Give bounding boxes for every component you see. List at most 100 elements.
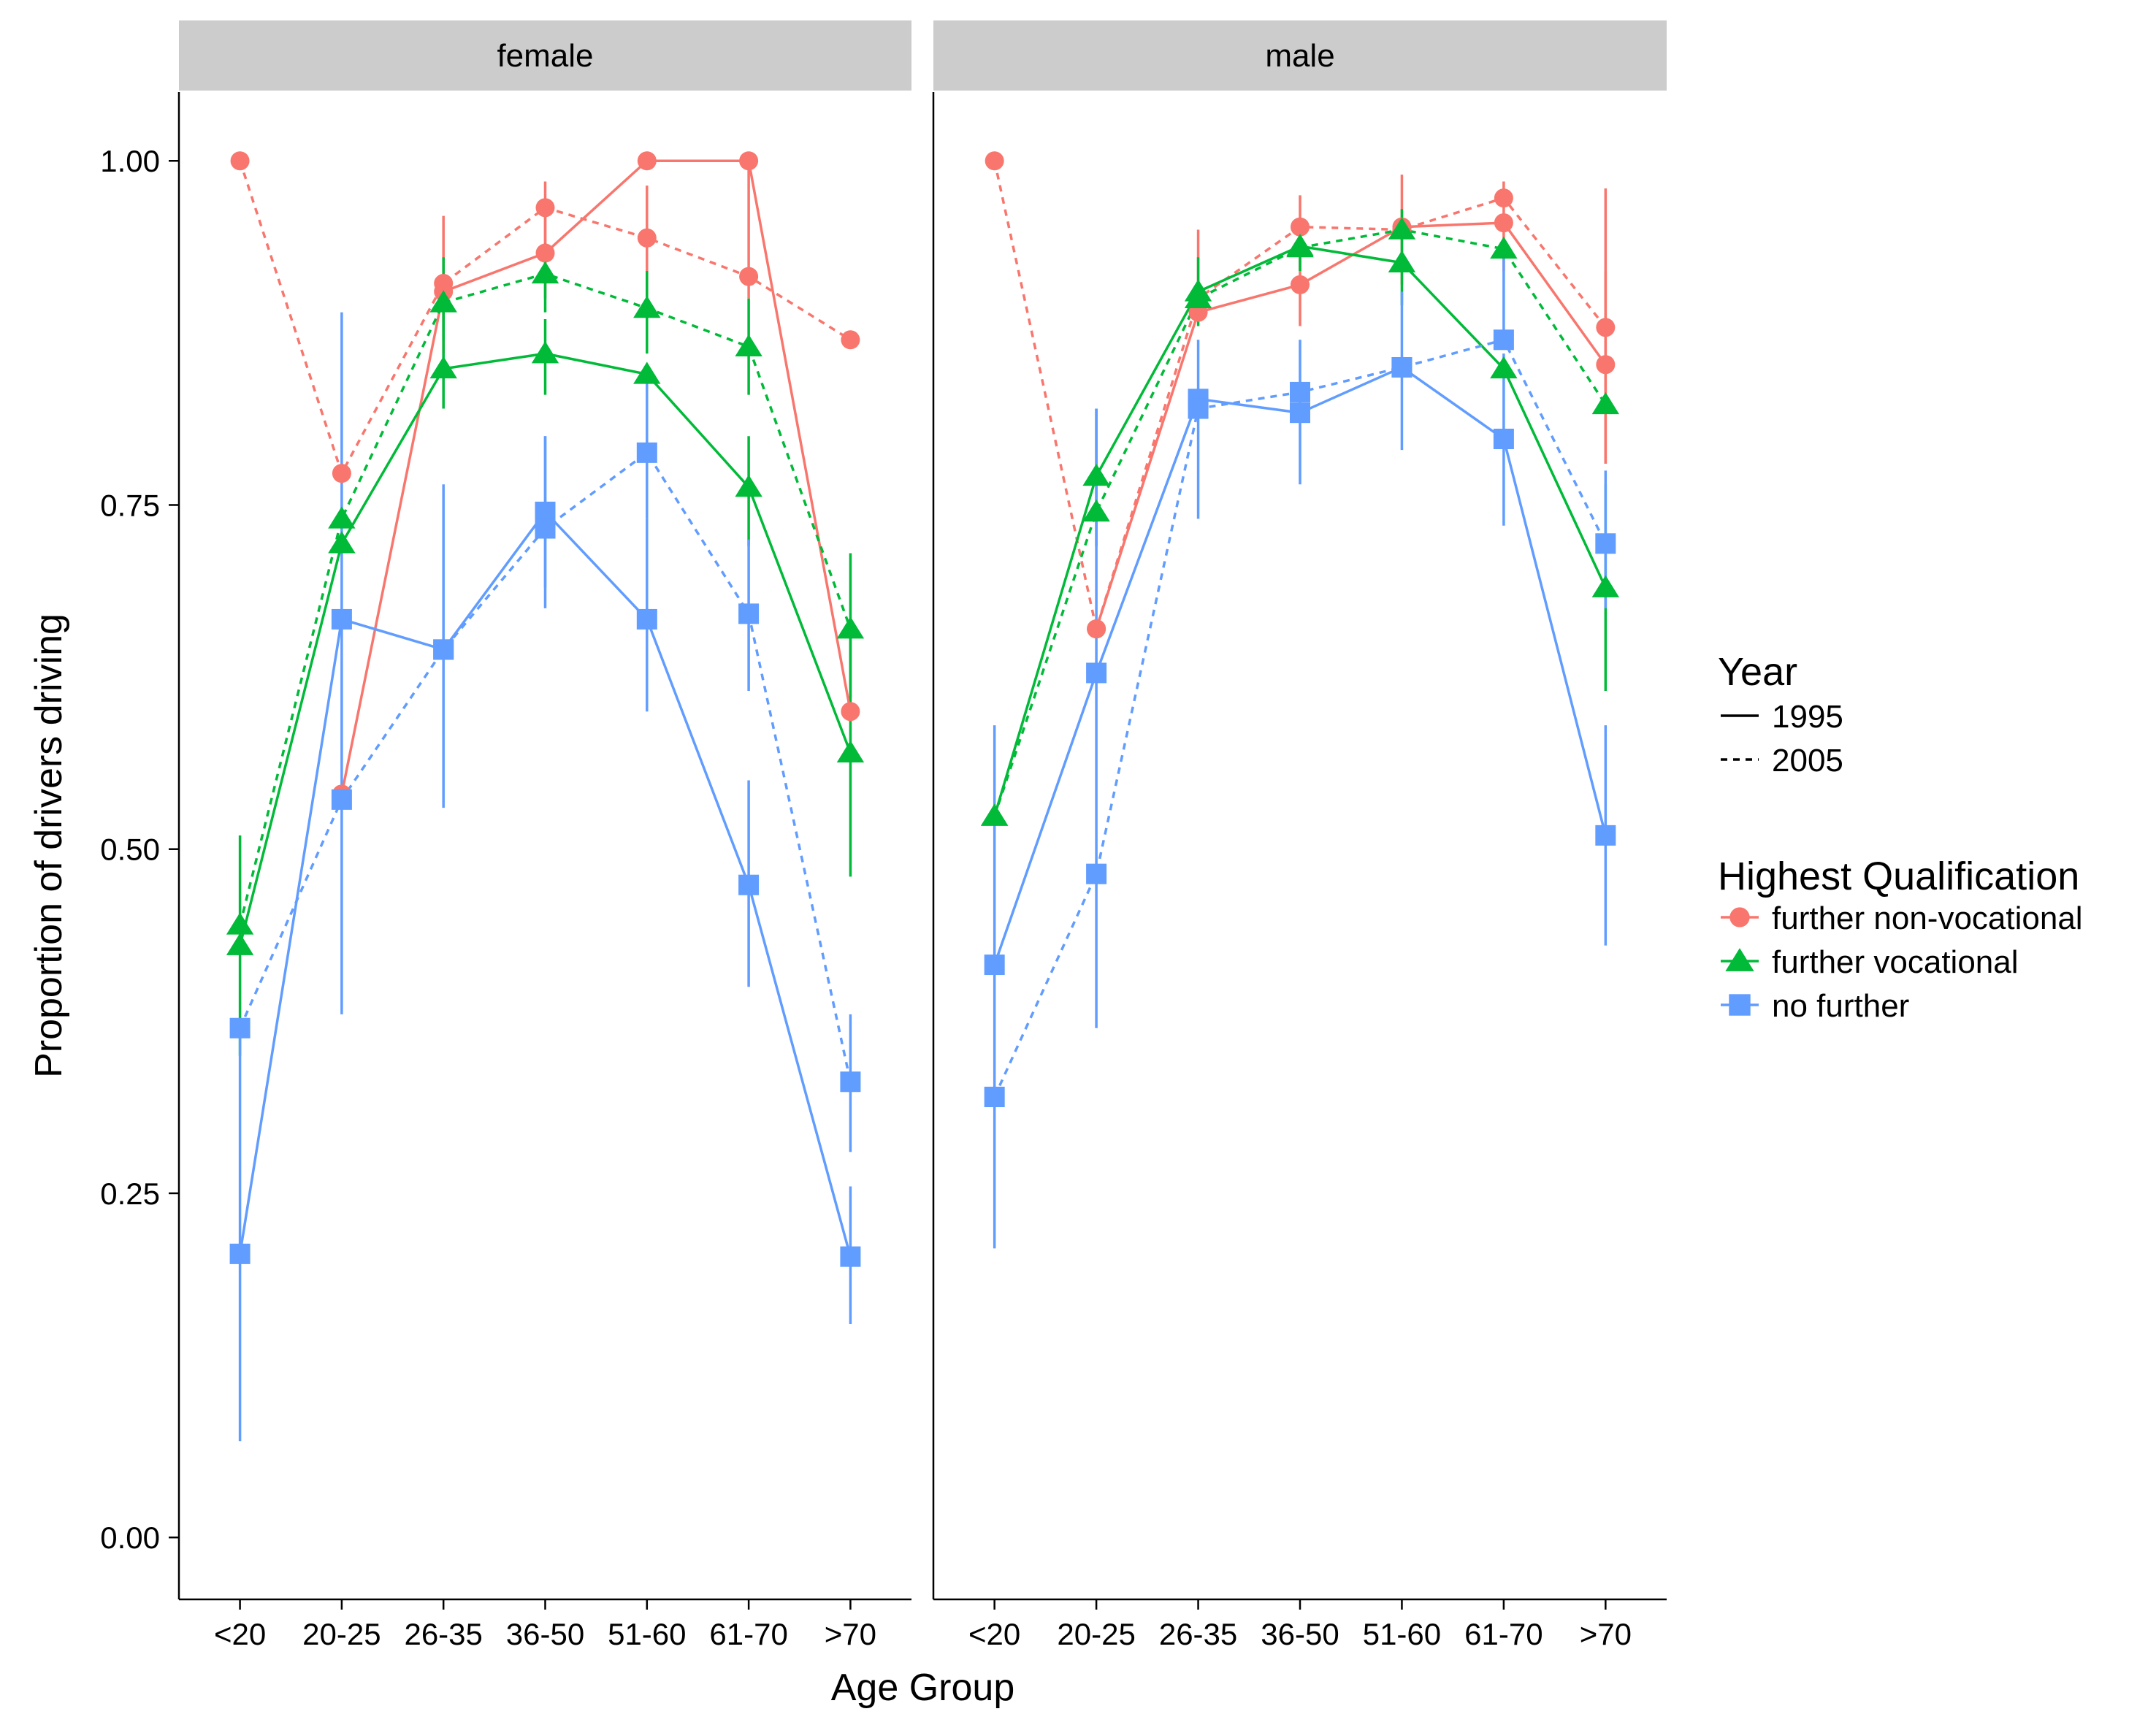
data-point — [633, 362, 661, 384]
data-point — [636, 608, 657, 630]
x-tick-label: 26-35 — [1159, 1617, 1237, 1651]
data-point — [1595, 825, 1616, 846]
y-tick-label: 0.50 — [100, 833, 160, 867]
data-point — [1291, 275, 1310, 294]
data-point — [328, 531, 356, 554]
y-tick-label: 1.00 — [100, 144, 160, 178]
data-point — [735, 474, 762, 497]
series-layer — [226, 151, 1620, 1442]
x-tick-label: 51-60 — [1363, 1617, 1441, 1651]
data-point — [1184, 286, 1212, 308]
y-axis-title: Proportion of drivers driving — [28, 613, 70, 1078]
x-tick-label: 51-60 — [608, 1617, 686, 1651]
data-point — [984, 955, 1005, 976]
data-point — [1188, 398, 1209, 419]
data-point — [1493, 429, 1514, 450]
data-point — [735, 334, 762, 356]
data-point — [332, 464, 351, 483]
x-tick-label: <20 — [968, 1617, 1020, 1651]
y-tick-label: 0.75 — [100, 488, 160, 522]
legend-label-qualification: further non-vocational — [1772, 900, 2083, 936]
data-point — [226, 912, 254, 935]
data-point — [1388, 217, 1416, 240]
x-tick-label: <20 — [214, 1617, 266, 1651]
x-tick-label: 61-70 — [1464, 1617, 1543, 1651]
data-point — [1595, 533, 1616, 554]
legend-label-qualification: no further — [1772, 988, 1909, 1024]
data-point — [1591, 391, 1620, 415]
data-point — [535, 198, 555, 218]
data-point — [226, 933, 254, 955]
legend-title-qualification: Highest Qualification — [1718, 854, 2079, 898]
data-point — [633, 295, 661, 318]
data-point — [1290, 381, 1310, 402]
data-point — [1087, 619, 1106, 639]
data-point — [1082, 463, 1110, 486]
x-tick-label: >70 — [825, 1617, 876, 1651]
data-point — [230, 151, 250, 171]
data-point — [1493, 329, 1514, 351]
facet-label-female: female — [497, 38, 593, 74]
data-point — [1290, 402, 1310, 424]
data-point — [1490, 356, 1518, 379]
data-point — [531, 261, 559, 284]
y-tick-label: 0.25 — [100, 1177, 160, 1211]
data-point — [1291, 217, 1310, 237]
y-tick-label: 0.00 — [100, 1521, 160, 1555]
x-tick-label: 26-35 — [404, 1617, 482, 1651]
legend-title-year: Year — [1718, 650, 1797, 694]
data-point — [738, 874, 760, 895]
legend-key-marker — [1729, 994, 1751, 1016]
x-tick-label: 20-25 — [302, 1617, 381, 1651]
data-point — [637, 228, 657, 248]
x-tick-label: 20-25 — [1057, 1617, 1135, 1651]
data-point — [429, 356, 457, 379]
series-line-male-1995 — [1095, 221, 1607, 630]
legend-key-marker — [1729, 907, 1750, 927]
legend-label-qualification: further vocational — [1772, 944, 2019, 980]
data-point — [1596, 318, 1616, 337]
data-point — [836, 616, 865, 639]
series-line-female-1995 — [340, 159, 852, 795]
data-point — [980, 803, 1009, 826]
data-point — [738, 603, 760, 624]
data-point — [841, 702, 860, 722]
data-point — [1082, 499, 1110, 522]
facet-panels: female male — [177, 20, 1667, 1601]
data-point — [429, 290, 457, 313]
data-point — [1391, 356, 1413, 378]
data-point — [1494, 188, 1513, 208]
data-point — [1494, 213, 1513, 233]
data-point — [1490, 236, 1518, 259]
y-axis: 0.00 0.25 0.50 0.75 1.00 — [100, 144, 179, 1555]
data-point — [739, 267, 759, 286]
facet-strip-male — [933, 20, 1667, 91]
data-point — [985, 151, 1004, 171]
data-point — [836, 740, 865, 763]
data-point — [1086, 662, 1107, 684]
x-axis: <20 20-25 26-35 36-50 51-60 61-70 >70 <20 20-25 2… — [214, 1599, 1632, 1651]
data-point — [739, 151, 759, 171]
data-point — [841, 330, 860, 350]
x-tick-label: 61-70 — [709, 1617, 787, 1651]
data-point — [328, 506, 356, 529]
x-axis-title: Age Group — [831, 1667, 1015, 1709]
data-point — [840, 1071, 861, 1093]
data-point — [434, 274, 454, 294]
facet-label-male: male — [1265, 38, 1334, 74]
data-point — [1388, 250, 1416, 272]
data-point — [229, 1017, 251, 1039]
facet-strip-female — [179, 20, 911, 91]
data-point — [984, 1087, 1005, 1107]
data-point — [535, 243, 555, 263]
data-point — [229, 1243, 251, 1264]
data-point — [535, 518, 556, 539]
legend-label-year: 1995 — [1772, 699, 1843, 735]
data-point — [331, 789, 352, 810]
x-tick-label: >70 — [1580, 1617, 1632, 1651]
data-point — [331, 608, 352, 630]
legend-key-marker — [1725, 948, 1754, 971]
legend-label-year: 2005 — [1772, 743, 1843, 779]
